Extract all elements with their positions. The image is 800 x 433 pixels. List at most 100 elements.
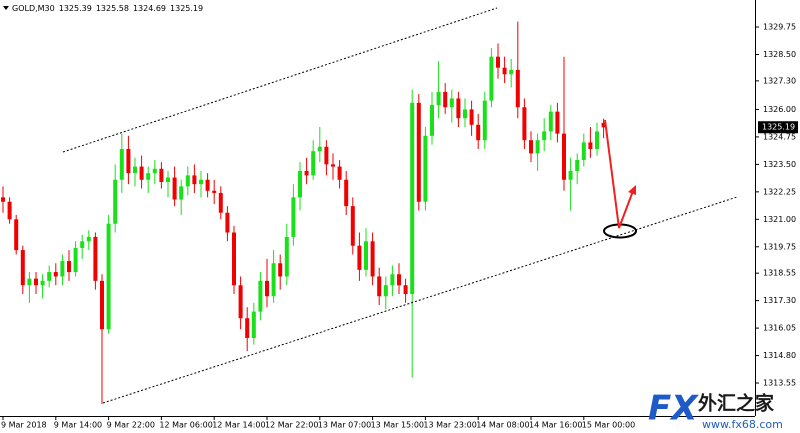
x-tick-label: 9 Mar 14:00 xyxy=(54,421,102,430)
candle-body xyxy=(34,278,38,286)
header-field: 1324.69 xyxy=(133,4,166,13)
y-tick-label: 1326.00 xyxy=(763,105,796,114)
candle-body xyxy=(595,131,599,149)
x-tick-label: 14 Mar 08:00 xyxy=(476,421,529,430)
candle-body xyxy=(278,263,283,277)
header-field: 1325.19 xyxy=(170,4,203,13)
candle-body xyxy=(443,91,448,108)
candle-body xyxy=(588,142,593,149)
candle-body xyxy=(601,122,606,128)
candle-body xyxy=(159,168,164,182)
candle-body xyxy=(291,197,296,237)
y-tick-label: 1314.80 xyxy=(763,351,796,360)
candle-body xyxy=(357,245,362,270)
candle-body xyxy=(238,285,243,319)
candle-body xyxy=(73,247,78,273)
candle-body xyxy=(311,151,316,176)
candle-body xyxy=(496,56,500,68)
candle-body xyxy=(133,166,137,174)
candle-body xyxy=(529,140,533,154)
candle-body xyxy=(449,98,454,108)
candle-body xyxy=(218,192,223,213)
candle-body xyxy=(383,285,388,297)
candle-body xyxy=(535,140,540,154)
candle-body xyxy=(463,109,467,119)
candle-body xyxy=(47,272,52,281)
candle-body xyxy=(410,102,415,295)
watermark: FX 外汇之家 www.fx68.com xyxy=(648,389,783,432)
candle-body xyxy=(166,177,170,182)
candle-body xyxy=(284,236,289,277)
y-tick-label: 1317.30 xyxy=(763,296,796,305)
y-tick-label: 1328.50 xyxy=(763,50,796,59)
candle-body xyxy=(423,135,428,202)
y-tick-label: 1313.55 xyxy=(763,379,796,388)
candle-body xyxy=(397,274,401,286)
candle-body xyxy=(515,69,520,108)
y-tick-label: 1316.05 xyxy=(763,324,796,333)
candle-body xyxy=(331,164,335,167)
channel-lower xyxy=(102,196,738,404)
candle-body xyxy=(337,166,342,180)
candle-body xyxy=(489,56,494,101)
candle-body xyxy=(106,223,111,330)
candle-body xyxy=(364,241,368,270)
candle-body xyxy=(271,263,276,297)
candle-body xyxy=(390,274,395,286)
x-tick-label: 13 Mar 15:00 xyxy=(371,421,424,430)
candle-body xyxy=(436,91,441,106)
candle-body xyxy=(258,280,263,312)
y-tick-label: 1323.50 xyxy=(763,160,796,169)
candle-body xyxy=(60,261,65,277)
x-tick-label: 12 Mar 06:00 xyxy=(159,421,212,430)
candle-body xyxy=(172,177,177,200)
candle-body xyxy=(192,175,197,185)
candle-body xyxy=(93,236,98,281)
candle-body xyxy=(185,175,190,187)
candle-body xyxy=(86,236,91,242)
candle-body xyxy=(113,179,118,224)
candle-body xyxy=(555,111,560,134)
watermark-name: 外汇之家 xyxy=(698,392,775,415)
candle-body xyxy=(370,241,375,277)
y-tick-label: 1322.25 xyxy=(763,187,796,196)
x-tick-label: 12 Mar 14:00 xyxy=(212,421,265,430)
candle-body xyxy=(298,170,302,198)
x-tick-label: 13 Mar 07:00 xyxy=(318,421,371,430)
candle-body xyxy=(53,272,58,277)
candle-body xyxy=(542,131,547,141)
header-field: 1325.39 xyxy=(59,4,92,13)
candle-body xyxy=(152,168,157,174)
y-tick-label: 1327.30 xyxy=(763,76,796,85)
candle-body xyxy=(80,241,85,248)
candle-body xyxy=(456,98,461,119)
arrow-head xyxy=(628,185,636,195)
header-field: GOLD,M30 xyxy=(12,4,55,13)
candle-body xyxy=(251,311,256,338)
candle-body xyxy=(548,111,553,132)
watermark-brand: FX xyxy=(648,389,699,429)
candle-body xyxy=(502,67,507,75)
x-tick-label: 15 Mar 00:00 xyxy=(582,421,635,430)
x-tick-label: 14 Mar 16:00 xyxy=(529,421,582,430)
y-tick-label: 1318.55 xyxy=(763,269,796,278)
x-tick-label: 12 Mar 22:00 xyxy=(265,421,318,430)
chart-header: GOLD,M30 1325.39 1325.58 1324.69 1325.19 xyxy=(12,4,203,13)
candle-body xyxy=(7,201,12,220)
candle-body xyxy=(568,170,573,180)
plot-area xyxy=(1,21,606,404)
candle-body xyxy=(344,179,349,207)
candle-body xyxy=(476,124,481,141)
menu-icon xyxy=(3,6,9,10)
candle-body xyxy=(562,133,566,180)
forecast-arrow xyxy=(604,119,634,229)
candle-body xyxy=(119,148,124,180)
candle-body xyxy=(304,170,309,176)
candle-body xyxy=(27,278,32,286)
y-tick-label: 1321.00 xyxy=(763,215,796,224)
candle-body xyxy=(139,166,144,180)
candle-body xyxy=(430,105,434,136)
channel-upper xyxy=(62,7,498,153)
